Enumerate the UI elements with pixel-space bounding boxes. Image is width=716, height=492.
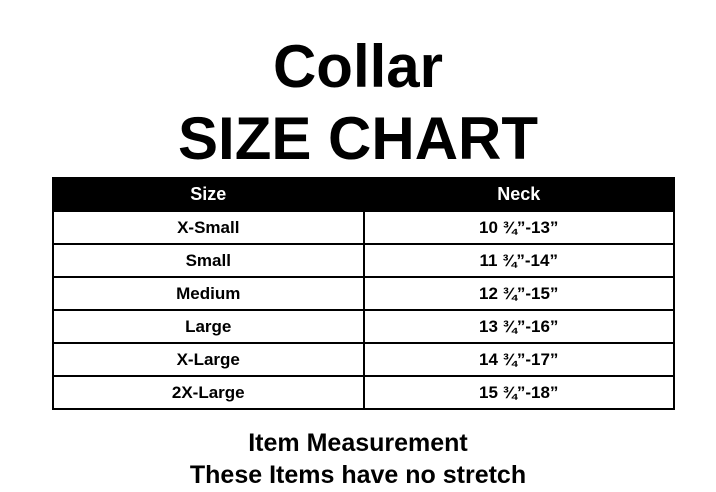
size-cell: X-Small bbox=[52, 210, 365, 245]
table-row: Medium 12 ¾”-15” bbox=[52, 276, 675, 311]
size-chart-table: Size Neck X-Small 10 ¾”-13” Small 11 ¾”-… bbox=[52, 177, 675, 410]
table-row: Large 13 ¾”-16” bbox=[52, 309, 675, 344]
footer-line-2: These Items have no stretch bbox=[189, 461, 527, 489]
table-row: X-Large 14 ¾”-17” bbox=[52, 342, 675, 377]
table-row: 2X-Large 15 ¾”-18” bbox=[52, 375, 675, 410]
column-header-size: Size bbox=[52, 177, 365, 212]
neck-cell: 13 ¾”-16” bbox=[362, 309, 675, 344]
size-cell: Medium bbox=[52, 276, 365, 311]
neck-cell: 12 ¾”-15” bbox=[362, 276, 675, 311]
footer-note: Item Measurement These Items have no str… bbox=[0, 427, 716, 491]
neck-cell: 10 ¾”-13” bbox=[362, 210, 675, 245]
neck-cell: 11 ¾”-14” bbox=[362, 243, 675, 278]
neck-cell: 14 ¾”-17” bbox=[362, 342, 675, 377]
footer-line-1: Item Measurement bbox=[248, 429, 468, 457]
table-row: X-Small 10 ¾”-13” bbox=[52, 210, 675, 245]
size-cell: 2X-Large bbox=[52, 375, 365, 410]
neck-cell: 15 ¾”-18” bbox=[362, 375, 675, 410]
column-header-neck: Neck bbox=[362, 177, 675, 212]
size-cell: Small bbox=[52, 243, 365, 278]
page-title: Collar SIZE CHART bbox=[0, 0, 716, 175]
title-line-2: SIZE CHART bbox=[178, 105, 538, 172]
size-cell: Large bbox=[52, 309, 365, 344]
title-line-1: Collar bbox=[272, 33, 444, 100]
size-cell: X-Large bbox=[52, 342, 365, 377]
table-row: Small 11 ¾”-14” bbox=[52, 243, 675, 278]
table-header-row: Size Neck bbox=[52, 177, 675, 212]
